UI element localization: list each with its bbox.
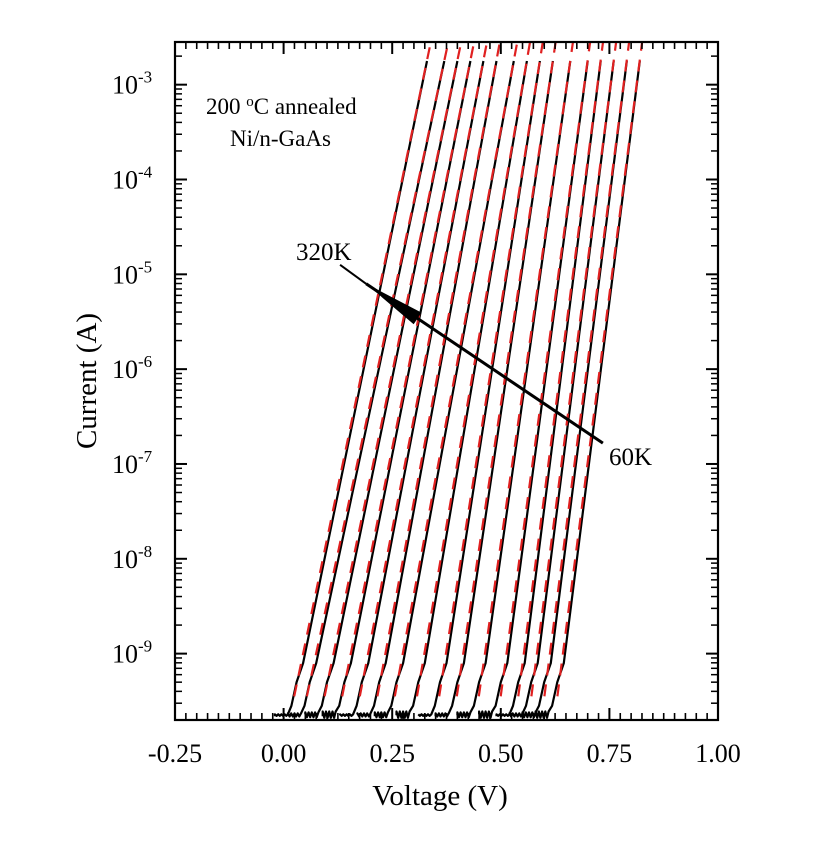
fit-curve-200K (393, 42, 519, 697)
axis-ticks (174, 42, 719, 721)
x-tick-labels: -0.25 0.00 0.25 0.50 0.75 1.00 (148, 739, 741, 768)
x-axis-title: Voltage (V) (372, 780, 508, 812)
x-tick-label: 0.00 (261, 739, 307, 768)
x-tick-label: 1.00 (695, 739, 741, 768)
fit-curve-80K (530, 42, 618, 697)
x-tick-label: 0.25 (369, 739, 415, 768)
measured-curve-200K (373, 60, 515, 719)
fit-curve-240K (358, 42, 489, 697)
x-tick-label: 0.50 (478, 739, 524, 768)
fit-curve-180K (415, 42, 532, 697)
fit-curve-140K (455, 42, 557, 697)
measured-curve-90K (495, 60, 602, 717)
annotation-process: C annealed (254, 94, 357, 119)
measured-curve-70K (521, 60, 628, 719)
measured-curve-320K (273, 60, 429, 717)
fit-curve-100K (499, 42, 592, 697)
temperature-arrow-leader (339, 264, 367, 285)
measured-curve-260K (321, 60, 472, 719)
measured-curve-220K (356, 60, 498, 718)
measured-curve-140K (434, 60, 554, 718)
label-60k: 60K (609, 444, 652, 471)
y-tick-label: 10-8 (112, 542, 152, 574)
y-tick-label: 10-5 (112, 257, 152, 289)
y-tick-label: 10-6 (112, 352, 152, 384)
fit-curve-70K (543, 42, 631, 697)
temperature-arrow-head (366, 283, 422, 325)
fit-curve-260K (341, 42, 476, 697)
annotation-line-1: 200 oC annealed (206, 94, 357, 119)
annotation-degree-sup: o (246, 94, 254, 110)
annotation-line-2: Ni/n-GaAs (230, 126, 331, 151)
fit-curve-60K (556, 42, 644, 697)
measured-curve-120K (456, 60, 572, 719)
fit-curve-300K (305, 42, 450, 697)
fit-curve-160K (438, 42, 544, 697)
measured-curve-100K (478, 60, 589, 719)
annotation-temp-value: 200 (206, 94, 246, 119)
measured-curve-180K (395, 60, 528, 719)
y-tick-label: 10-3 (112, 68, 152, 100)
fit-curve-320K (293, 42, 432, 697)
fit-curve-280K (323, 42, 463, 697)
fit-curve-220K (376, 42, 501, 697)
temperature-arrow-layer (339, 264, 604, 445)
measured-curve-280K (304, 60, 459, 719)
y-tick-labels: 10-3 10-4 10-5 10-6 10-7 10-8 10-9 (112, 68, 153, 669)
y-axis-title: Current (A) (71, 313, 103, 449)
label-320k: 320K (296, 239, 352, 266)
y-tick-label: 10-9 (112, 637, 152, 669)
y-tick-label: 10-4 (112, 162, 153, 194)
x-tick-label: 0.75 (587, 739, 633, 768)
fit-curve-120K (477, 42, 575, 697)
fit-curve-90K (517, 42, 605, 697)
measured-curve-160K (417, 60, 541, 717)
x-tick-label: -0.25 (148, 739, 202, 768)
y-tick-label: 10-7 (112, 447, 153, 479)
